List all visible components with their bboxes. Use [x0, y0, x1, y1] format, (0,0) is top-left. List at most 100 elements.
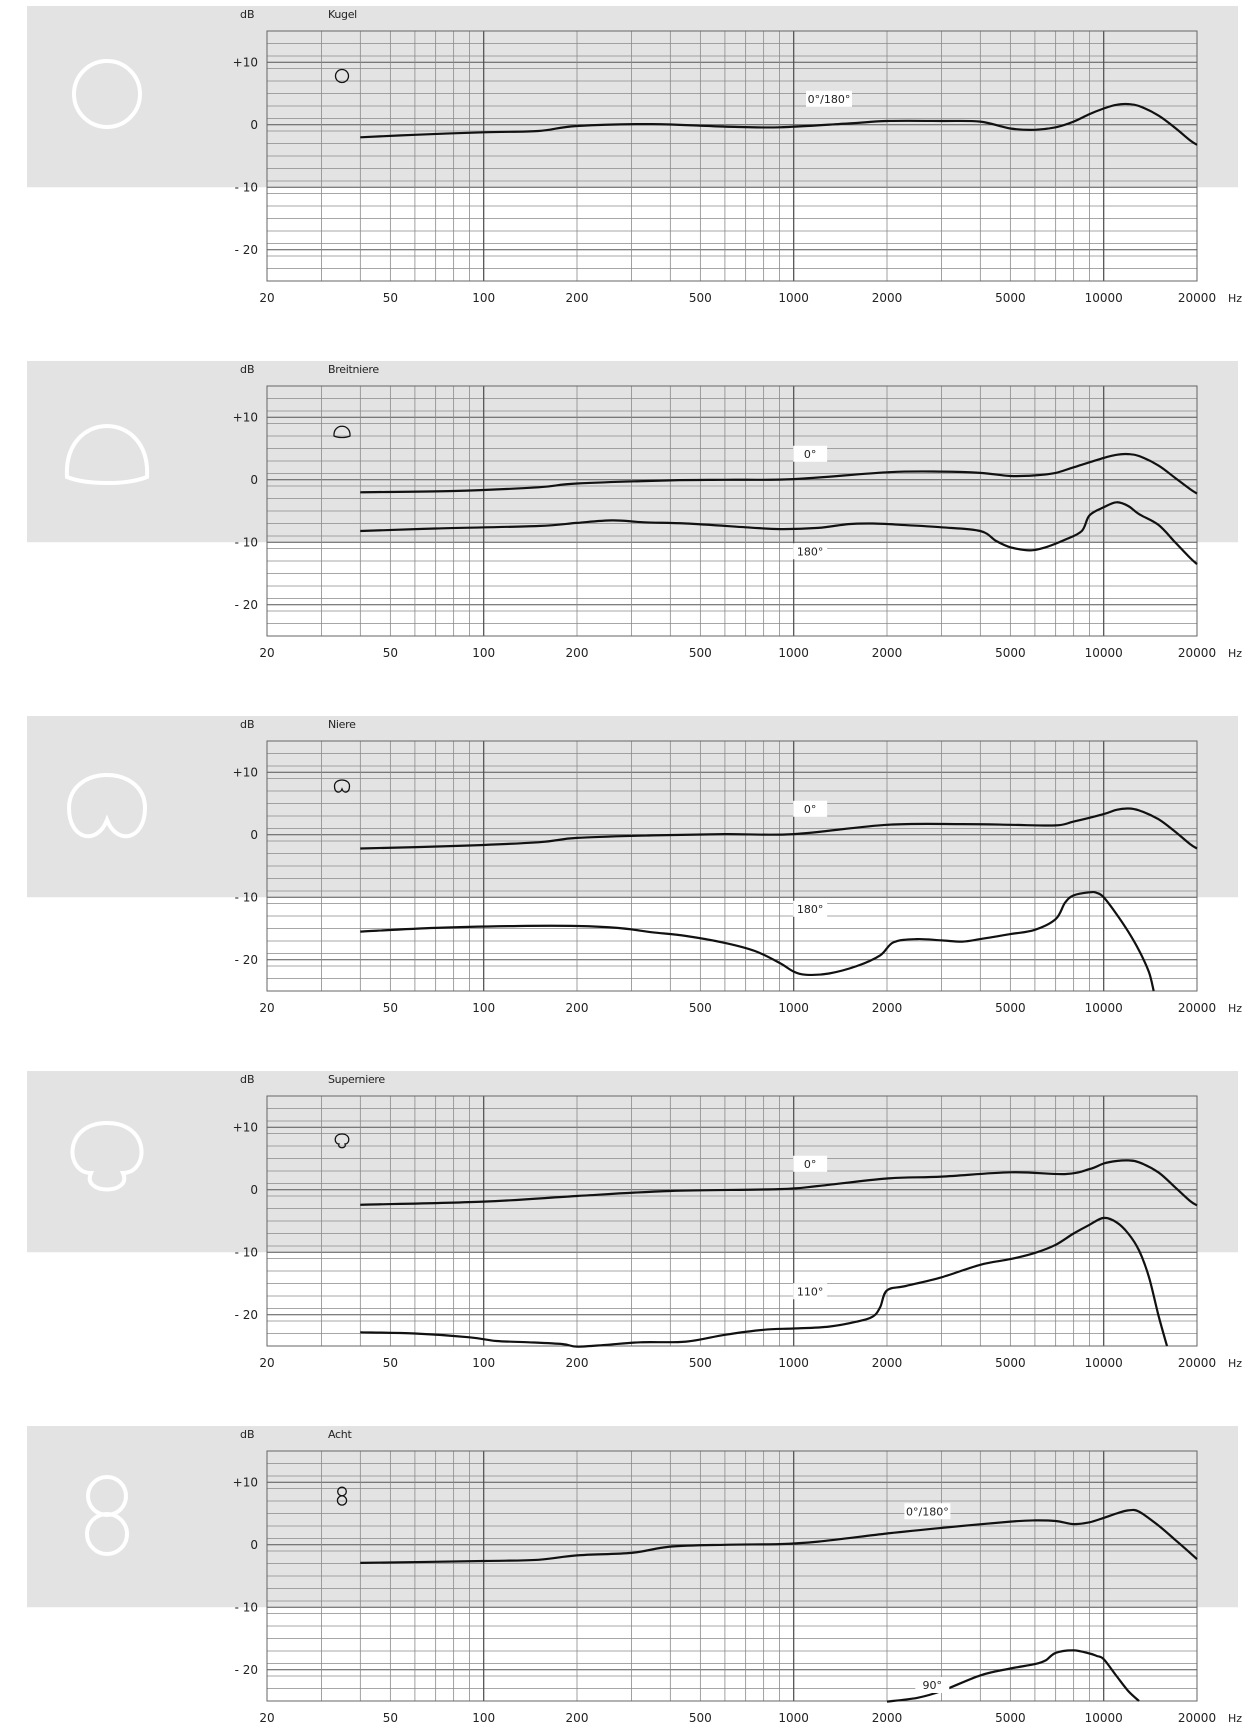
x-tick-label: 1000 — [778, 1001, 809, 1015]
series-label-bg — [806, 90, 853, 107]
chart-title: Niere — [328, 718, 356, 731]
y-tick-label: 0 — [250, 1538, 258, 1552]
figure-eight-icon-bottom — [336, 1495, 348, 1506]
y-tick-label: - 20 — [235, 598, 258, 612]
x-tick-label: 1000 — [778, 646, 809, 660]
x-tick-label: 200 — [566, 646, 589, 660]
x-tick-label: 200 — [566, 1001, 589, 1015]
x-tick-label: 1000 — [778, 291, 809, 305]
y-tick-label: - 10 — [235, 535, 258, 549]
series-label: 0° — [804, 803, 817, 816]
supercardioid-icon — [334, 1133, 350, 1149]
x-tick-label: 10000 — [1085, 1711, 1123, 1722]
plot-frame — [266, 740, 1198, 992]
y-tick-label: +10 — [233, 1475, 258, 1489]
series-label-bg — [915, 1677, 950, 1693]
supercardioid-symbol — [70, 1120, 144, 1192]
series-label-bg — [793, 1155, 828, 1172]
x-unit-label: Hz — [1228, 1712, 1242, 1722]
x-tick-label: 50 — [383, 291, 398, 305]
vertical-gridlines — [266, 386, 1198, 636]
series-label: 0° — [804, 448, 817, 461]
x-tick-label: 20 — [259, 1001, 274, 1015]
x-tick-label: 20000 — [1178, 291, 1216, 305]
x-tick-label: 10000 — [1085, 291, 1123, 305]
wide-cardioid-icon — [333, 425, 351, 439]
x-unit-label: Hz — [1228, 1002, 1242, 1015]
plot-frame — [266, 1450, 1198, 1702]
x-tick-label: 20000 — [1178, 1001, 1216, 1015]
x-unit-label: Hz — [1228, 1357, 1242, 1370]
series-line-1 — [360, 1508, 1198, 1564]
y-tick-label: 0 — [250, 473, 258, 487]
series-line-1 — [360, 102, 1198, 146]
chart-kugel: dB +10 0 - 10 - 20 20 50 100 200 500 1000 2000 5000 1… — [27, 6, 1242, 305]
horizontal-gridlines — [267, 1450, 1197, 1702]
horizontal-gridlines — [267, 740, 1197, 992]
x-tick-label: 20 — [259, 1711, 274, 1722]
x-tick-label: 5000 — [995, 1001, 1026, 1015]
x-tick-label: 100 — [472, 646, 495, 660]
y-tick-label: - 20 — [235, 953, 258, 967]
x-tick-label: 100 — [472, 291, 495, 305]
shaded-band — [27, 1426, 1238, 1608]
x-tick-label: 500 — [689, 291, 712, 305]
y-tick-label: +10 — [233, 55, 258, 69]
vertical-gridlines — [266, 1451, 1198, 1701]
chart-breitniere: dB +10 0 - 10 - 20 20 50 100 200 500 1000 2000 5000 1… — [27, 361, 1242, 660]
x-tick-label: 5000 — [995, 291, 1026, 305]
chart-niere: dB +10 0 - 10 - 20 20 50 100 200 500 1000 2000 5000 1… — [27, 716, 1242, 1015]
chart-superniere: dB +10 0 - 10 - 20 20 50 100 200 500 1000 2000 5000 1… — [27, 1071, 1242, 1370]
x-tick-label: 5000 — [995, 1711, 1026, 1722]
x-tick-label: 2000 — [872, 1001, 903, 1015]
vertical-gridlines — [266, 1096, 1198, 1346]
series-label-bg — [793, 800, 828, 817]
y-tick-label: - 20 — [235, 243, 258, 257]
plot-frame — [266, 385, 1198, 637]
horizontal-gridlines — [267, 1095, 1197, 1347]
series-label: 90° — [923, 1679, 943, 1692]
y-tick-label: +10 — [233, 1120, 258, 1134]
x-tick-label: 2000 — [872, 646, 903, 660]
series-line-1 — [360, 452, 1198, 495]
series-line-2 — [360, 890, 1155, 992]
series-label: 0°/180° — [906, 1505, 949, 1518]
x-tick-label: 200 — [566, 1711, 589, 1722]
cardioid-symbol — [66, 773, 148, 839]
y-tick-label: - 10 — [235, 890, 258, 904]
series-label-bg — [793, 543, 828, 560]
horizontal-gridlines — [267, 385, 1197, 637]
x-tick-label: 1000 — [778, 1711, 809, 1722]
series-line-2 — [360, 501, 1198, 565]
chart-title: Breitniere — [328, 363, 379, 376]
x-tick-label: 10000 — [1085, 646, 1123, 660]
y-tick-label: - 10 — [235, 1600, 258, 1614]
y-unit-label: dB — [240, 363, 255, 376]
x-tick-label: 5000 — [995, 646, 1026, 660]
series-label: 0°/180° — [808, 93, 851, 106]
series-label: 0° — [804, 1158, 817, 1171]
series-line-1 — [360, 807, 1198, 850]
x-tick-label: 50 — [383, 646, 398, 660]
x-tick-label: 10000 — [1085, 1356, 1123, 1370]
y-tick-label: +10 — [233, 765, 258, 779]
series-line-2 — [360, 1216, 1169, 1348]
y-tick-label: - 20 — [235, 1663, 258, 1677]
x-unit-label: Hz — [1228, 292, 1242, 305]
x-tick-label: 100 — [472, 1356, 495, 1370]
shaded-band — [27, 6, 1238, 188]
x-tick-label: 100 — [472, 1711, 495, 1722]
y-unit-label: dB — [240, 1073, 255, 1086]
plot-frame — [266, 1095, 1198, 1347]
y-tick-label: 0 — [250, 828, 258, 842]
x-tick-label: 50 — [383, 1711, 398, 1722]
x-tick-label: 50 — [383, 1356, 398, 1370]
y-tick-label: - 10 — [235, 180, 258, 194]
x-tick-label: 500 — [689, 646, 712, 660]
x-tick-label: 20000 — [1178, 1356, 1216, 1370]
cardioid-icon — [333, 779, 351, 793]
chart-title: Kugel — [328, 8, 357, 21]
y-unit-label: dB — [240, 1428, 255, 1441]
y-tick-label: +10 — [233, 410, 258, 424]
x-tick-label: 10000 — [1085, 1001, 1123, 1015]
